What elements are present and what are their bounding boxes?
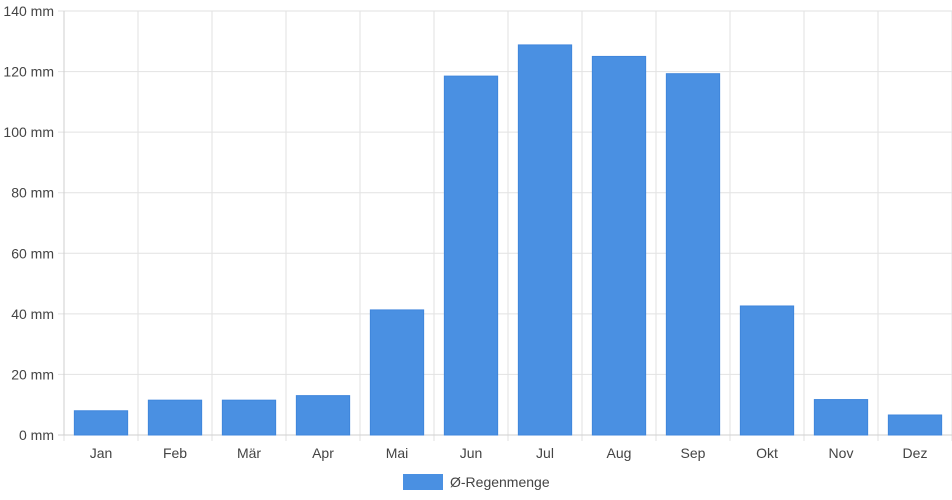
bar-nov[interactable] — [813, 399, 869, 436]
bar-okt[interactable] — [739, 305, 795, 436]
x-tick-label: Apr — [312, 445, 334, 461]
y-tick-label: 20 mm — [11, 366, 54, 382]
x-tick-label: Mai — [386, 445, 409, 461]
horizontal-gridlines — [58, 10, 952, 436]
bar-feb[interactable] — [147, 399, 203, 436]
legend[interactable]: Ø-Regenmenge — [403, 474, 550, 490]
bar-dez[interactable] — [887, 414, 943, 436]
y-tick-label: 120 mm — [3, 64, 54, 80]
bar-mai[interactable] — [369, 309, 425, 436]
x-tick-label: Feb — [163, 445, 187, 461]
bar-apr[interactable] — [295, 395, 351, 436]
bar-jun[interactable] — [443, 75, 499, 436]
x-tick-label: Mär — [237, 445, 261, 461]
x-tick-label: Aug — [607, 445, 632, 461]
y-tick-label: 60 mm — [11, 245, 54, 261]
legend-label[interactable]: Ø-Regenmenge — [450, 474, 550, 490]
x-tick-label: Sep — [681, 445, 706, 461]
bar-jan[interactable] — [73, 410, 129, 436]
x-tick-label: Okt — [756, 445, 778, 461]
x-tick-label: Jun — [460, 445, 483, 461]
bar-jul[interactable] — [517, 44, 573, 436]
y-tick-label: 100 mm — [3, 124, 54, 140]
bar-sep[interactable] — [665, 73, 721, 436]
x-axis: Jan Feb Mär Apr Mai Jun Jul Aug Sep Okt Nov Dez — [58, 434, 952, 461]
x-tick-label: Dez — [903, 445, 928, 461]
vertical-gridlines — [63, 11, 952, 441]
bar-series — [73, 44, 943, 436]
bar-mär[interactable] — [221, 399, 277, 436]
y-tick-label: 80 mm — [11, 185, 54, 201]
x-tick-label: Nov — [829, 445, 854, 461]
y-tick-label: 0 mm — [19, 427, 54, 443]
bar-aug[interactable] — [591, 55, 647, 436]
legend-swatch[interactable] — [403, 474, 443, 490]
y-axis: 0 mm 20 mm 40 mm 60 mm 80 mm 100 mm 120 mm 140 … — [3, 3, 65, 443]
y-tick-label: 140 mm — [3, 3, 54, 19]
x-tick-label: Jul — [536, 445, 554, 461]
y-tick-label: 40 mm — [11, 306, 54, 322]
x-tick-label: Jan — [90, 445, 113, 461]
